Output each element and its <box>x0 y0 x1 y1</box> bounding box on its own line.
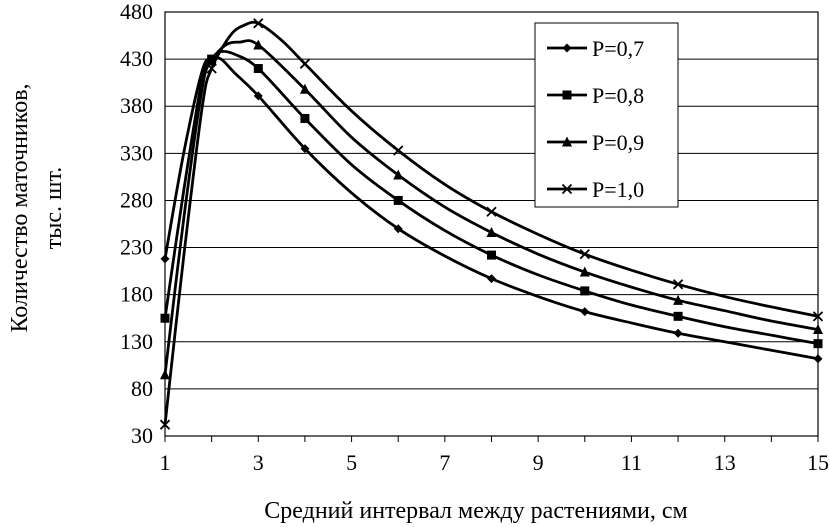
y-tick-label: 430 <box>120 46 153 71</box>
data-point <box>393 145 404 156</box>
x-tick-label: 11 <box>621 450 642 475</box>
x-tick-label: 13 <box>714 450 736 475</box>
data-point <box>673 328 683 338</box>
legend-marker <box>561 183 573 195</box>
y-tick-label: 30 <box>131 423 153 448</box>
series-1 <box>160 54 823 364</box>
data-point <box>486 206 497 217</box>
y-tick-label: 130 <box>120 329 153 354</box>
data-point <box>160 254 170 264</box>
data-point <box>579 266 590 277</box>
gridlines <box>165 11 818 390</box>
y-axis-title-line-2: тыс. шт. <box>41 167 67 249</box>
axes <box>164 11 819 442</box>
legend-entry: P=0,9 <box>547 130 644 155</box>
legend: P=0,7 P=0,8 P=0,9 P=1,0 <box>534 22 679 208</box>
legend-label: P=0,8 <box>592 83 644 108</box>
data-point <box>393 195 403 205</box>
y-tick-label: 80 <box>131 376 153 401</box>
data-point <box>159 419 171 430</box>
data-point <box>672 279 684 290</box>
data-point <box>579 249 590 260</box>
data-point <box>160 313 170 323</box>
legend-entry: P=1,0 <box>547 177 644 202</box>
data-point <box>253 64 263 74</box>
x-tick-label: 7 <box>439 450 450 475</box>
legend-entry: P=0,8 <box>547 83 644 108</box>
y-tick-label: 230 <box>120 235 153 260</box>
y-tick-label: 480 <box>120 0 153 24</box>
data-point <box>813 324 823 335</box>
x-tick-label: 5 <box>346 450 357 475</box>
legend-label: P=0,9 <box>592 130 644 155</box>
series-line <box>163 49 820 346</box>
legend-marker <box>562 136 572 147</box>
x-tick-label: 15 <box>807 450 829 475</box>
data-point <box>487 250 496 260</box>
series-line <box>163 20 820 427</box>
series-line <box>163 39 820 377</box>
legend-marker <box>562 90 572 100</box>
data-point <box>253 91 263 101</box>
series-group <box>159 18 824 430</box>
data-point <box>580 307 590 317</box>
x-axis-title: Средний интервал между растениями, см <box>264 498 687 524</box>
data-point <box>299 83 310 94</box>
data-point <box>393 169 404 180</box>
y-tick-label: 330 <box>120 140 153 165</box>
legend-box <box>534 22 679 208</box>
data-point <box>486 226 497 237</box>
y-tick-label: 280 <box>120 187 153 212</box>
series-4 <box>159 18 824 430</box>
plot-frame <box>164 11 819 437</box>
data-point <box>300 113 310 123</box>
data-point <box>206 63 217 74</box>
data-point <box>160 369 170 380</box>
data-point <box>580 286 590 296</box>
data-point <box>393 224 403 234</box>
data-point <box>813 339 823 349</box>
legend-marker <box>562 43 572 53</box>
x-tick-label: 1 <box>160 450 171 475</box>
data-point <box>300 144 310 154</box>
x-tick-label: 3 <box>253 450 264 475</box>
data-point <box>673 311 683 321</box>
data-point <box>813 354 823 364</box>
legend-label: P=1,0 <box>592 177 644 202</box>
x-tick-label: 9 <box>533 450 544 475</box>
data-point <box>253 39 264 50</box>
series-3 <box>160 39 823 380</box>
y-axis-title-line-1: Количество маточников, <box>7 83 33 332</box>
data-point <box>299 58 311 69</box>
data-point <box>673 294 684 305</box>
y-axis-title: Количество маточников, тыс. шт. <box>7 83 67 332</box>
data-point <box>812 311 824 322</box>
y-tick-label: 180 <box>120 282 153 307</box>
series-line <box>163 56 820 361</box>
data-point <box>487 274 496 284</box>
y-tick-label: 380 <box>120 93 153 118</box>
data-point <box>253 18 264 29</box>
legend-label: P=0,7 <box>592 36 644 61</box>
legend-entry: P=0,7 <box>547 36 644 61</box>
